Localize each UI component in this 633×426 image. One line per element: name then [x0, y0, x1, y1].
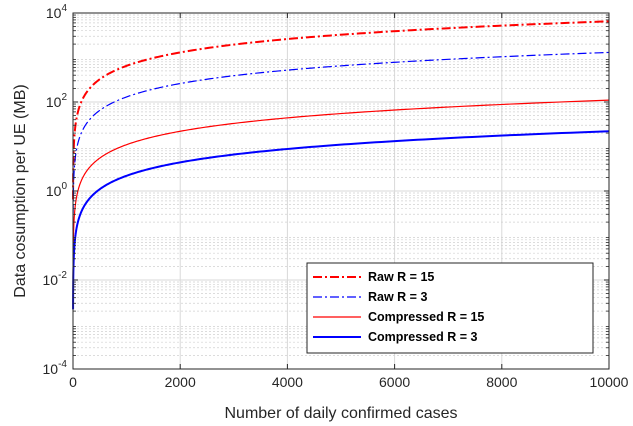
grid: [73, 13, 609, 369]
legend-label: Raw R = 15: [368, 270, 434, 284]
y-tick-label: 100: [46, 181, 68, 199]
x-tick-label: 8000: [486, 374, 517, 390]
x-tick-label: 6000: [379, 374, 410, 390]
y-tick-label: 102: [46, 92, 68, 110]
y-tick-label: 104: [46, 3, 68, 21]
y-axis-label: Data cosumption per UE (MB): [12, 84, 29, 297]
legend-label: Compressed R = 3: [368, 330, 477, 344]
x-tick-label: 0: [69, 374, 77, 390]
x-tick-label: 10000: [590, 374, 629, 390]
x-tick-label: 2000: [165, 374, 196, 390]
legend-label: Raw R = 3: [368, 290, 427, 304]
legend: Raw R = 15 Raw R = 3 Compressed R = 15 Comp…: [306, 262, 594, 354]
x-tick-label: 4000: [272, 374, 303, 390]
y-tick-label: 10-2: [43, 270, 68, 288]
ticks: 0 2000 4000 6000 8000 10000 10-4 10-2 100 102 104: [43, 3, 629, 390]
x-axis-label: Number of daily confirmed cases: [225, 405, 458, 422]
legend-label: Compressed R = 15: [368, 310, 484, 324]
y-tick-label: 10-4: [43, 359, 68, 377]
